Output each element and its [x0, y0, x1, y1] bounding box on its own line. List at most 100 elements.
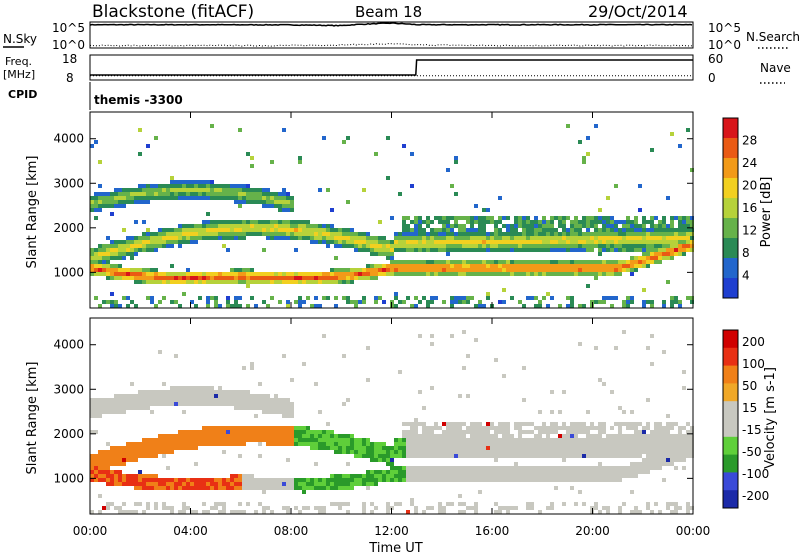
heatmap-cell	[466, 260, 470, 264]
heatmap-cell	[514, 466, 518, 470]
heatmap-cell	[350, 442, 354, 446]
heatmap-cell	[170, 482, 174, 486]
heatmap-cell	[446, 228, 450, 232]
heatmap-cell	[222, 482, 226, 486]
heatmap-cell	[398, 470, 402, 474]
heatmap-cell	[562, 216, 566, 220]
heatmap-cell	[450, 434, 454, 438]
heatmap-cell	[90, 510, 94, 514]
heatmap-cell	[234, 236, 238, 240]
heatmap-cell	[254, 414, 258, 418]
colorbar-tick-label: 20	[742, 179, 757, 193]
heatmap-cell	[90, 252, 94, 256]
heatmap-cell	[142, 188, 146, 192]
heatmap-cell	[282, 196, 286, 200]
heatmap-cell	[294, 272, 298, 276]
heatmap-cell	[526, 248, 530, 252]
heatmap-cell	[238, 188, 242, 192]
heatmap-cell	[106, 276, 110, 280]
heatmap-cell	[162, 438, 166, 442]
heatmap-cell	[538, 228, 542, 232]
heatmap-cell	[646, 458, 650, 462]
heatmap-cell	[610, 224, 614, 228]
colorbar-tick-label: -200	[742, 489, 769, 503]
heatmap-cell	[282, 482, 286, 486]
heatmap-cell	[426, 300, 430, 304]
heatmap-cell	[386, 474, 390, 478]
heatmap-cell	[442, 268, 446, 272]
heatmap-cell	[126, 406, 130, 410]
heatmap-cell	[430, 438, 434, 442]
heatmap-cell	[106, 482, 110, 486]
heatmap-cell	[274, 232, 278, 236]
heatmap-cell	[666, 502, 670, 506]
heatmap-cell	[198, 236, 202, 240]
heatmap-cell	[290, 196, 294, 200]
heatmap-cell	[142, 244, 146, 248]
heatmap-cell	[526, 232, 530, 236]
heatmap-cell	[166, 192, 170, 196]
heatmap-cell	[114, 272, 118, 276]
heatmap-cell	[526, 268, 530, 272]
heatmap-cell	[346, 486, 350, 490]
heatmap-cell	[394, 236, 398, 240]
heatmap-cell	[322, 280, 326, 284]
heatmap-cell	[426, 454, 430, 458]
heatmap-cell	[546, 232, 550, 236]
heatmap-cell	[478, 240, 482, 244]
heatmap-cell	[510, 454, 514, 458]
heatmap-cell	[578, 442, 582, 446]
heatmap-cell	[162, 240, 166, 244]
heatmap-cell	[366, 268, 370, 272]
heatmap-cell	[558, 466, 562, 470]
heatmap-cell	[570, 232, 574, 236]
heatmap-cell	[446, 430, 450, 434]
heatmap-cell	[286, 426, 290, 430]
heatmap-cell	[474, 442, 478, 446]
heatmap-cell	[262, 430, 266, 434]
heatmap-cell	[666, 256, 670, 260]
heatmap-cell	[414, 264, 418, 268]
heatmap-cell	[154, 486, 158, 490]
heatmap-cell	[174, 442, 178, 446]
heatmap-cell	[626, 244, 630, 248]
heatmap-cell	[514, 244, 518, 248]
heatmap-cell	[450, 232, 454, 236]
heatmap-cell	[666, 240, 670, 244]
heatmap-cell	[202, 236, 206, 240]
colorbar-tick-label: -50	[742, 445, 762, 459]
heatmap-cell	[594, 300, 598, 304]
heatmap-cell	[626, 240, 630, 244]
heatmap-cell	[646, 446, 650, 450]
heatmap-cell	[406, 272, 410, 276]
heatmap-cell	[210, 438, 214, 442]
heatmap-cell	[522, 438, 526, 442]
heatmap-cell	[322, 232, 326, 236]
heatmap-cell	[470, 248, 474, 252]
heatmap-cell	[602, 474, 606, 478]
heatmap-cell	[346, 296, 350, 300]
heatmap-cell	[234, 184, 238, 188]
heatmap-cell	[562, 434, 566, 438]
heatmap-cell	[506, 426, 510, 430]
heatmap-cell	[414, 236, 418, 240]
heatmap-cell	[446, 478, 450, 482]
heatmap-cell	[578, 248, 582, 252]
heatmap-cell	[546, 268, 550, 272]
heatmap-cell	[218, 232, 222, 236]
heatmap-cell	[518, 268, 522, 272]
heatmap-cell	[118, 256, 122, 260]
heatmap-cell	[382, 268, 386, 272]
heatmap-cell	[446, 422, 450, 426]
heatmap-cell	[170, 450, 174, 454]
heatmap-cell	[230, 196, 234, 200]
heatmap-cell	[378, 236, 382, 240]
heatmap-cell	[258, 478, 262, 482]
heatmap-cell	[238, 502, 242, 506]
heatmap-cell	[602, 272, 606, 276]
heatmap-cell	[254, 510, 258, 514]
heatmap-cell	[478, 450, 482, 454]
heatmap-cell	[258, 502, 262, 506]
heatmap-cell	[130, 276, 134, 280]
